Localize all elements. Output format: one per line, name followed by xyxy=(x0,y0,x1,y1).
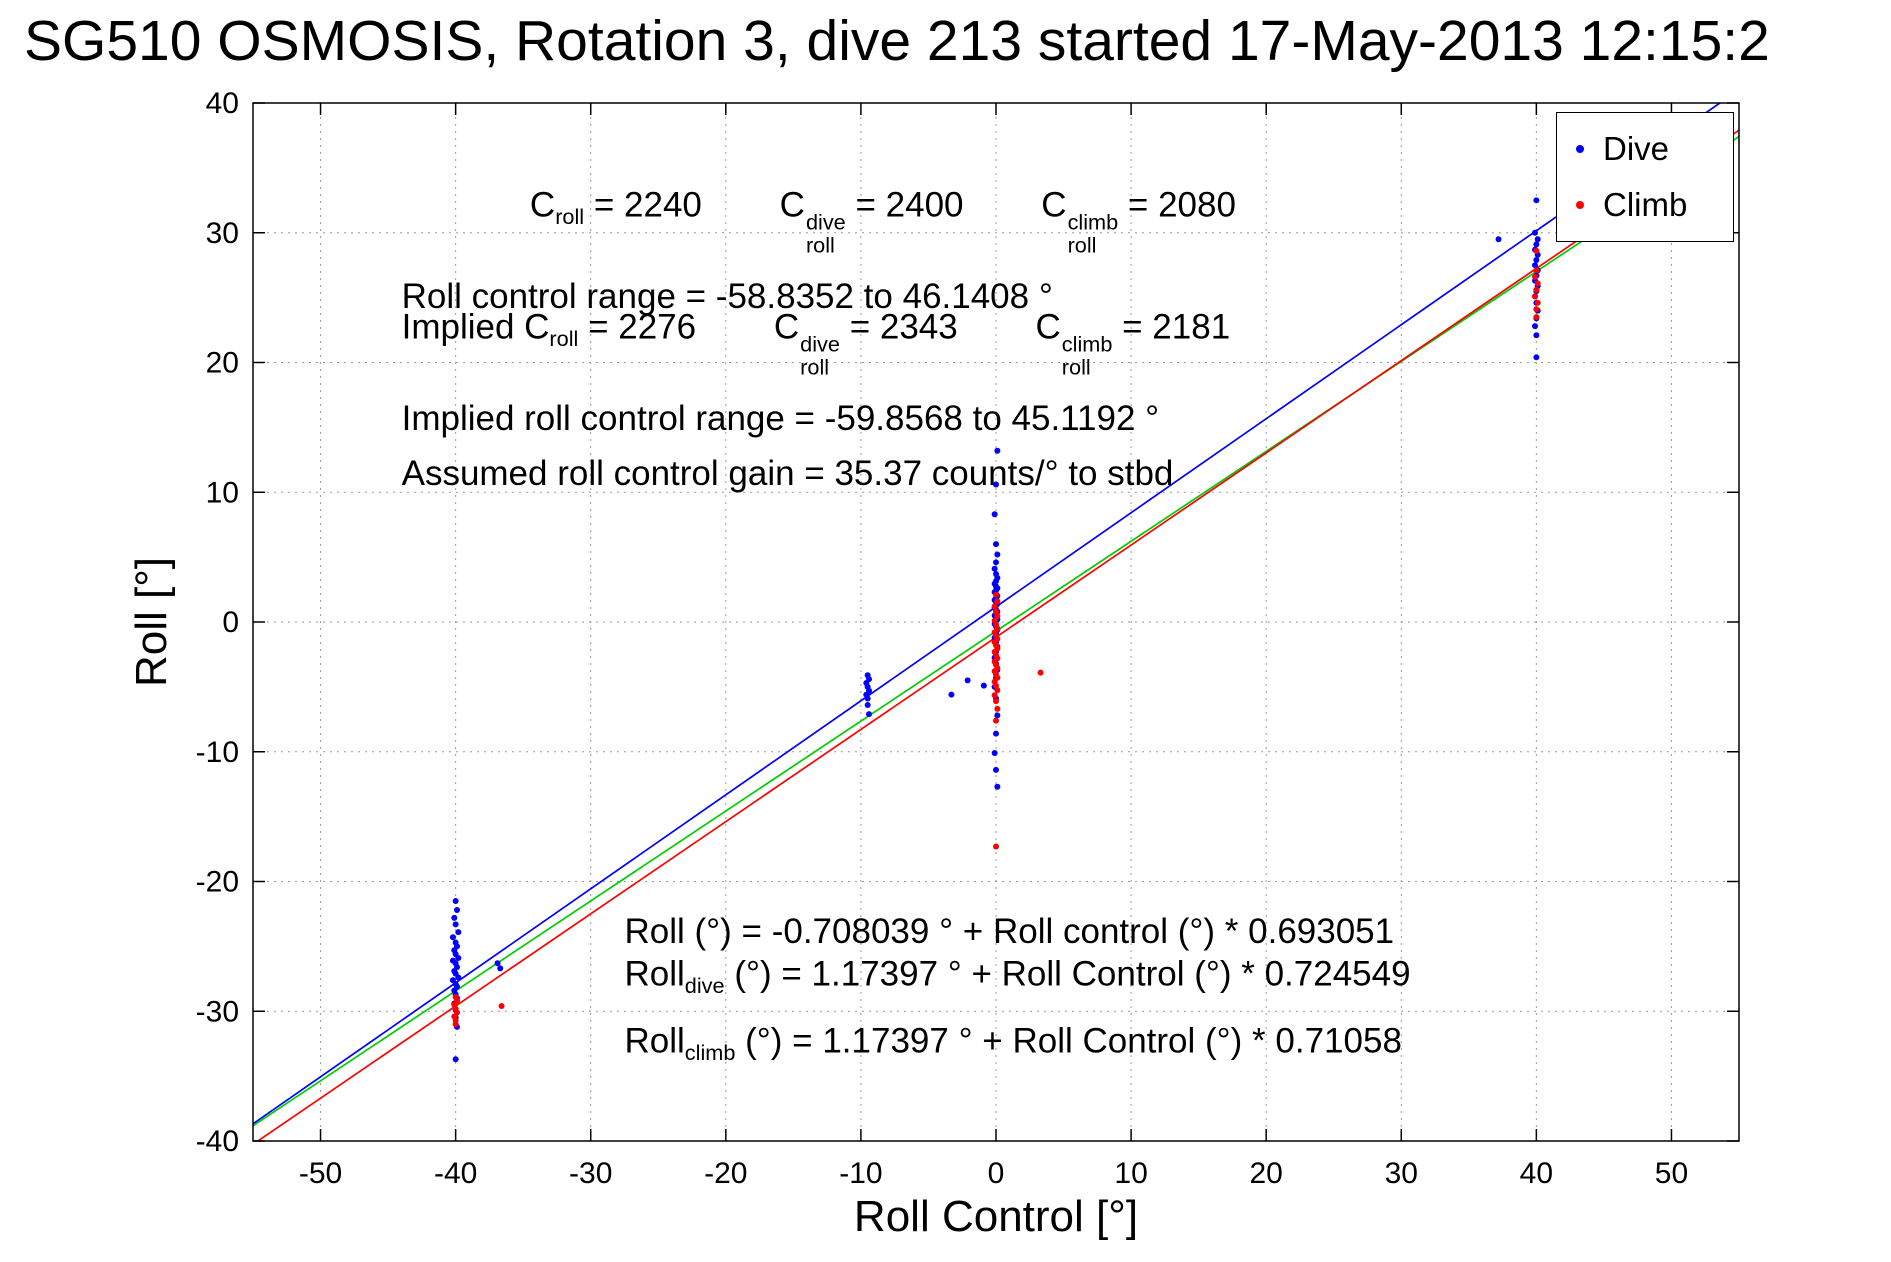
x-axis-label: Roll Control [°] xyxy=(853,1192,1139,1241)
dive-point xyxy=(455,974,462,981)
dive-point xyxy=(452,897,459,904)
climb-point xyxy=(1533,314,1540,321)
x-tick-label: 50 xyxy=(1655,1157,1688,1190)
y-tick-labels: -40 -30 -20 -10 0 10 20 30 40 xyxy=(196,87,239,1158)
climb-point xyxy=(1533,306,1540,313)
climb-point xyxy=(1037,669,1044,676)
dive-point xyxy=(1532,323,1539,330)
legend-label-dive: Dive xyxy=(1603,130,1670,167)
y-tick-label: 30 xyxy=(206,217,239,250)
dive-point xyxy=(948,691,955,698)
dive-point xyxy=(994,712,1001,719)
climb-point xyxy=(993,591,999,598)
grid-lines xyxy=(253,103,1739,1141)
climb-point xyxy=(1534,280,1541,287)
climb-point xyxy=(993,682,999,689)
dive-point xyxy=(980,682,987,689)
y-tick-label: 40 xyxy=(206,87,239,120)
y-tick-label: -40 xyxy=(196,1125,239,1158)
y-tick-label: -20 xyxy=(196,866,239,899)
y-tick-label: 0 xyxy=(222,606,239,639)
x-tick-label: 10 xyxy=(1114,1157,1147,1190)
dive-point xyxy=(993,541,999,548)
dive-point xyxy=(994,447,1001,454)
climb-point xyxy=(1532,273,1539,280)
dive-point xyxy=(497,965,504,972)
dive-point xyxy=(1533,332,1540,339)
dive-point xyxy=(866,711,873,718)
climb-point xyxy=(993,698,999,705)
climb-point xyxy=(994,598,1001,605)
chart-title: SG510 OSMOSIS, Rotation 3, dive 213 star… xyxy=(24,9,1770,73)
dive-point xyxy=(453,907,460,914)
climb-point xyxy=(993,608,999,615)
x-tick-label: -50 xyxy=(299,1157,342,1190)
tick-marks xyxy=(253,102,1739,1142)
x-tick-label: 30 xyxy=(1385,1157,1418,1190)
climb-point xyxy=(993,717,999,724)
dive-point xyxy=(991,750,998,757)
y-tick-label: -10 xyxy=(196,736,239,769)
dive-point xyxy=(964,677,971,684)
climb-point xyxy=(991,603,998,610)
dive-point xyxy=(1533,354,1540,361)
dive-point xyxy=(991,511,998,518)
dive-point xyxy=(455,929,462,936)
dive-point xyxy=(994,551,1001,558)
dive-point xyxy=(452,1056,459,1063)
dive-point xyxy=(451,914,458,921)
climb-point xyxy=(1534,299,1541,306)
dive-point xyxy=(452,921,459,928)
x-tick-label: 40 xyxy=(1520,1157,1553,1190)
y-tick-label: 10 xyxy=(206,476,239,509)
x-tick-label: -20 xyxy=(704,1157,747,1190)
climb-point xyxy=(994,687,1001,694)
climb-point xyxy=(1533,267,1540,274)
dive-point xyxy=(1532,229,1539,236)
legend-label-climb: Climb xyxy=(1603,186,1688,223)
dive-point xyxy=(993,481,999,488)
climb-point xyxy=(498,1003,505,1010)
climb-point xyxy=(994,705,1001,712)
climb-point xyxy=(452,1021,459,1028)
dive-point xyxy=(449,934,456,941)
x-tick-label: 0 xyxy=(988,1157,1005,1190)
dive-point xyxy=(993,559,999,566)
climb-point xyxy=(1533,286,1540,293)
climb-marker-icon xyxy=(1557,201,1603,209)
dive-point xyxy=(1532,262,1539,269)
dive-point xyxy=(993,766,999,773)
climb-points xyxy=(451,247,1541,1028)
x-tick-label: -10 xyxy=(839,1157,882,1190)
dive-point xyxy=(1533,256,1540,263)
dive-point xyxy=(1533,241,1540,248)
climb-point xyxy=(993,843,999,850)
dive-point xyxy=(1534,236,1541,243)
dive-point xyxy=(991,565,998,572)
legend: Dive Climb xyxy=(1556,112,1734,242)
x-tick-labels: -50 -40 -30 -20 -10 0 10 20 30 40 50 xyxy=(299,1157,1688,1190)
x-tick-label: -30 xyxy=(569,1157,612,1190)
x-tick-label: 20 xyxy=(1249,1157,1282,1190)
dive-point xyxy=(864,702,871,709)
x-tick-label: -40 xyxy=(434,1157,477,1190)
dive-point xyxy=(864,695,871,702)
dive-marker-icon xyxy=(1557,145,1603,153)
climb-point xyxy=(1532,293,1539,300)
y-axis-label: Roll [°] xyxy=(127,556,176,688)
climb-point xyxy=(994,613,1001,620)
dive-point xyxy=(993,730,999,737)
climb-point xyxy=(991,692,998,699)
dive-point xyxy=(994,783,1001,790)
climb-point xyxy=(1533,247,1540,254)
legend-item-climb: Climb xyxy=(1557,180,1733,230)
dive-point xyxy=(455,955,462,962)
dive-point xyxy=(494,960,501,967)
y-tick-label: 20 xyxy=(206,347,239,380)
dive-point xyxy=(1495,236,1502,243)
y-tick-label: -30 xyxy=(196,995,239,1028)
dive-point xyxy=(1533,197,1540,204)
legend-item-dive: Dive xyxy=(1557,124,1733,174)
